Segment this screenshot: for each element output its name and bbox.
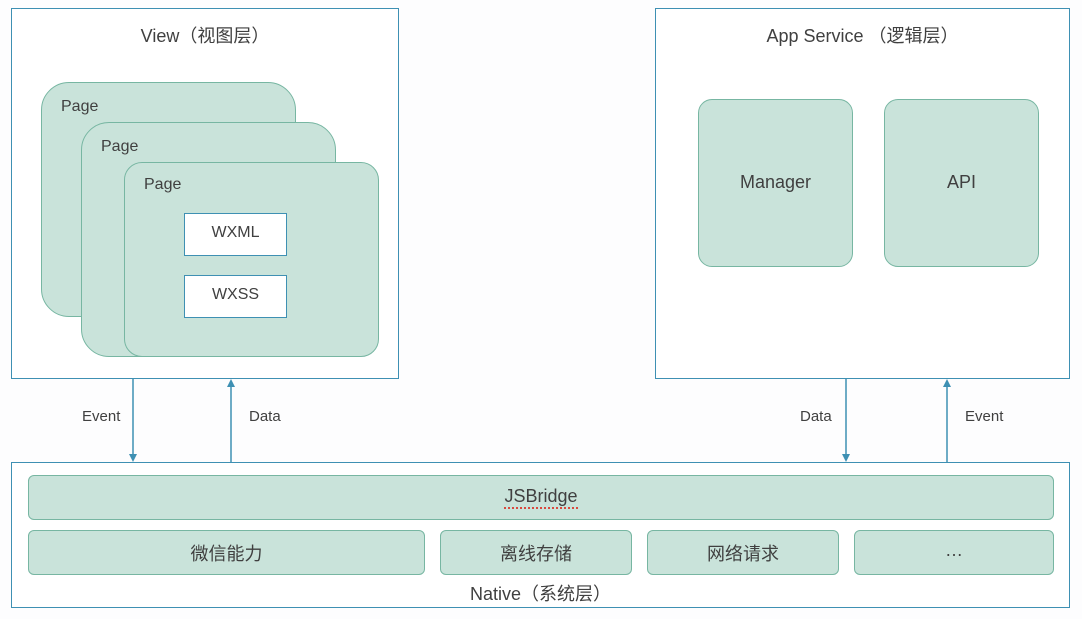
cap-wechat-label: 微信能力: [28, 540, 425, 566]
cap-storage-label: 离线存储: [440, 540, 632, 566]
app-service-title: App Service （逻辑层）: [655, 22, 1070, 48]
page-card-3-label: Page: [144, 176, 181, 194]
arrow-label-view-event: Event: [82, 408, 120, 425]
page-card-1-label: Page: [61, 98, 98, 116]
jsbridge-text: JSBridge: [504, 486, 577, 509]
arrow-label-service-event: Event: [965, 408, 1003, 425]
wxml-label: WXML: [184, 224, 287, 242]
native-layer-title: Native（系统层）: [11, 580, 1070, 606]
arrow-label-view-data: Data: [249, 408, 281, 425]
jsbridge-label: JSBridge: [28, 486, 1054, 507]
page-card-2-label: Page: [101, 138, 138, 156]
cap-more-label: …: [854, 540, 1054, 561]
wxss-label: WXSS: [184, 286, 287, 304]
cap-network-label: 网络请求: [647, 540, 839, 566]
manager-label: Manager: [698, 172, 853, 193]
arrow-label-service-data: Data: [800, 408, 832, 425]
view-layer-title: View（视图层）: [11, 22, 399, 48]
api-label: API: [884, 172, 1039, 193]
